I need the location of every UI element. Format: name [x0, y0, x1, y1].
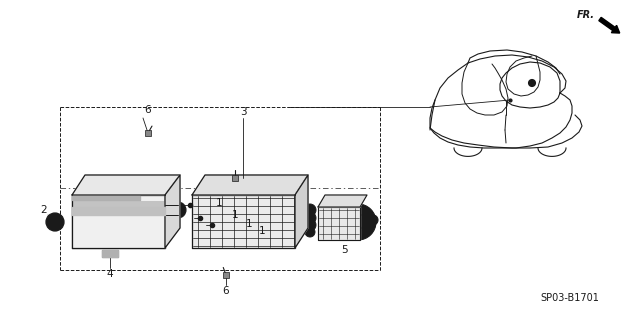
Circle shape — [46, 213, 64, 231]
Text: 6: 6 — [223, 286, 229, 296]
Text: SP03-B1701: SP03-B1701 — [541, 293, 600, 303]
Polygon shape — [192, 195, 295, 248]
Text: FR.: FR. — [577, 10, 595, 20]
Polygon shape — [165, 175, 180, 248]
Text: 5: 5 — [342, 245, 348, 255]
Polygon shape — [295, 175, 308, 248]
Text: 3: 3 — [240, 107, 246, 117]
FancyArrow shape — [599, 17, 620, 33]
Circle shape — [348, 212, 368, 232]
Polygon shape — [102, 250, 118, 257]
Polygon shape — [318, 207, 360, 240]
Polygon shape — [72, 196, 140, 200]
Polygon shape — [72, 195, 165, 248]
Circle shape — [529, 79, 536, 86]
Text: 1: 1 — [245, 219, 252, 229]
Text: 2: 2 — [41, 205, 47, 215]
Polygon shape — [72, 207, 165, 215]
Text: 1: 1 — [232, 210, 238, 220]
Circle shape — [368, 215, 378, 225]
Circle shape — [340, 204, 376, 240]
Text: 1: 1 — [259, 226, 265, 236]
Polygon shape — [192, 175, 308, 195]
Polygon shape — [318, 195, 367, 207]
Circle shape — [170, 202, 186, 218]
Circle shape — [304, 204, 316, 216]
Text: 1: 1 — [216, 198, 222, 208]
Polygon shape — [72, 175, 180, 195]
Circle shape — [50, 217, 60, 227]
Text: 6: 6 — [145, 105, 151, 115]
Circle shape — [87, 212, 113, 238]
Circle shape — [304, 212, 316, 224]
Circle shape — [304, 219, 316, 231]
Text: 4: 4 — [107, 269, 113, 279]
Circle shape — [305, 227, 315, 237]
Circle shape — [80, 205, 120, 245]
